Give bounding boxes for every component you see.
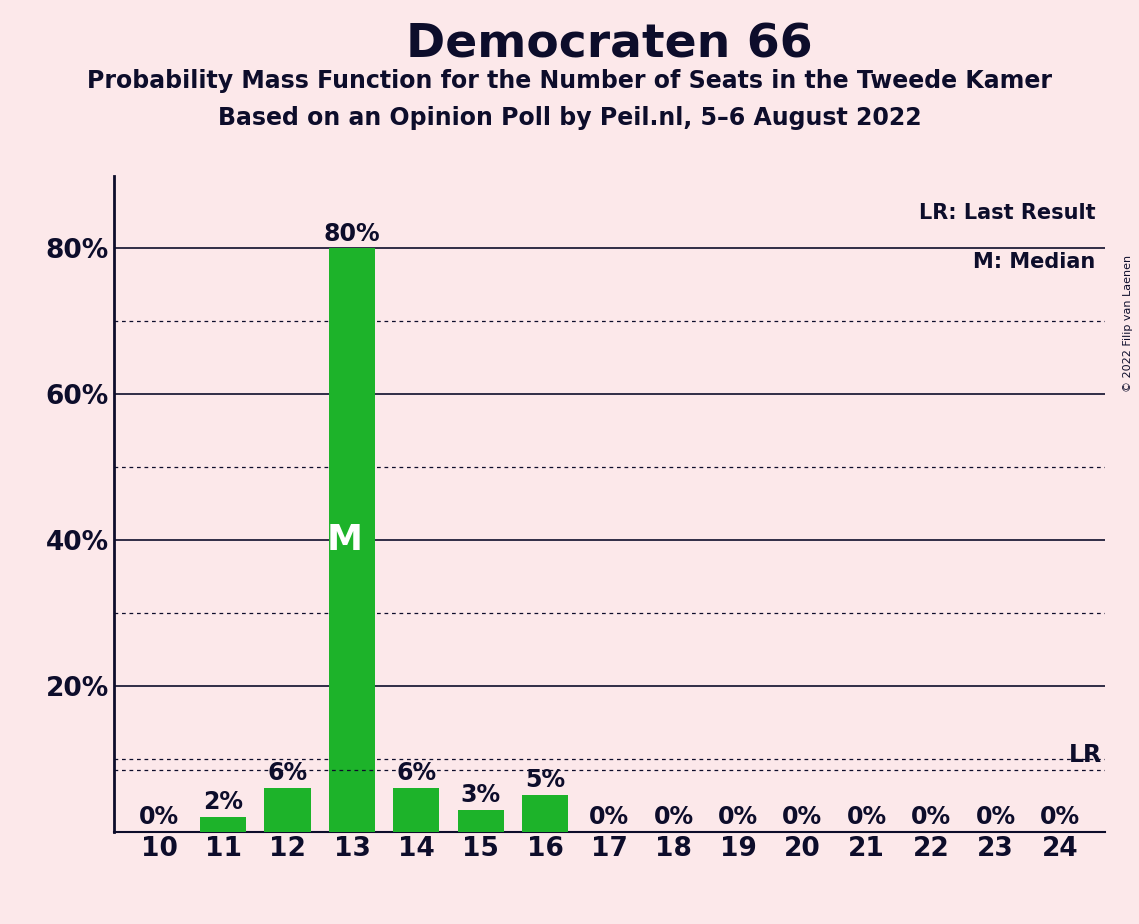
Bar (329, 249, 375, 832)
Text: 0%: 0% (589, 805, 630, 829)
Text: 0%: 0% (782, 805, 822, 829)
Text: 6%: 6% (268, 761, 308, 785)
Bar (200, 817, 246, 832)
Text: 0%: 0% (975, 805, 1016, 829)
Text: 0%: 0% (139, 805, 179, 829)
Text: LR: LR (1068, 744, 1101, 768)
Title: Democraten 66: Democraten 66 (405, 22, 813, 67)
Text: M: Median: M: Median (973, 252, 1096, 272)
Bar (264, 788, 311, 832)
Bar (458, 809, 503, 832)
Text: 6%: 6% (396, 761, 436, 785)
Text: Based on an Opinion Poll by Peil.nl, 5–6 August 2022: Based on an Opinion Poll by Peil.nl, 5–6… (218, 106, 921, 130)
Text: LR: Last Result: LR: Last Result (918, 203, 1096, 223)
Bar (393, 788, 440, 832)
Text: 3%: 3% (460, 783, 501, 807)
Text: 0%: 0% (911, 805, 951, 829)
Text: 80%: 80% (323, 222, 380, 246)
Text: M: M (326, 523, 362, 557)
Text: 0%: 0% (654, 805, 694, 829)
Text: © 2022 Filip van Laenen: © 2022 Filip van Laenen (1123, 255, 1133, 392)
Text: Probability Mass Function for the Number of Seats in the Tweede Kamer: Probability Mass Function for the Number… (87, 69, 1052, 93)
Text: 2%: 2% (203, 790, 244, 814)
Text: 0%: 0% (718, 805, 759, 829)
Text: 0%: 0% (846, 805, 887, 829)
Bar (522, 796, 568, 832)
Text: 0%: 0% (1040, 805, 1080, 829)
Text: 5%: 5% (525, 768, 565, 792)
